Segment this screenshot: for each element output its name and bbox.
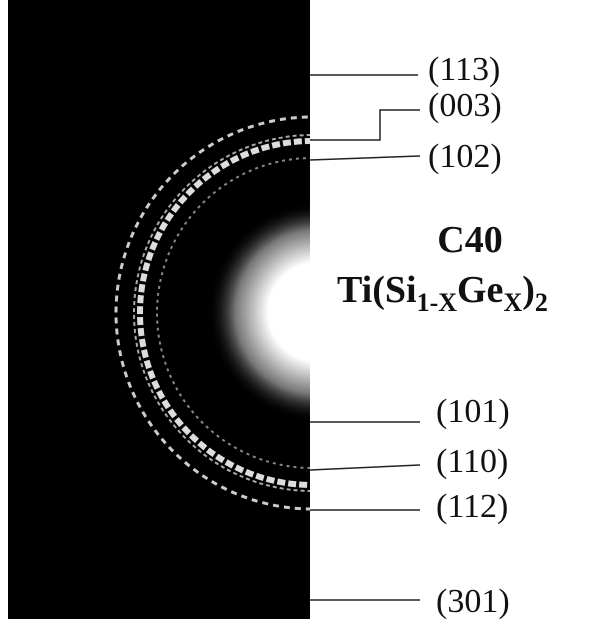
formula-sub: X [503,288,522,317]
leader-lines [310,75,420,600]
plane-label: (102) [428,138,502,175]
plane-label: (003) [428,87,502,124]
page: (113) (003) (102) (101) (110) (112) (301… [0,0,595,619]
phase-label: C40 [437,219,502,261]
formula-part: Ti(Si [337,269,417,311]
figure: (113) (003) (102) (101) (110) (112) (301… [0,0,595,619]
plane-label: (110) [436,443,508,480]
plane-label: (113) [428,51,500,88]
plane-label: (301) [436,583,510,619]
plane-label: (101) [436,393,510,430]
formula-sub: 1-X [417,288,458,317]
formula-part: ) [522,269,535,311]
formula-sub: 2 [535,288,548,317]
formula: Ti(Si1-XGeX)2 [337,269,548,317]
plane-label: (112) [436,488,508,525]
formula-part: Ge [457,269,503,311]
